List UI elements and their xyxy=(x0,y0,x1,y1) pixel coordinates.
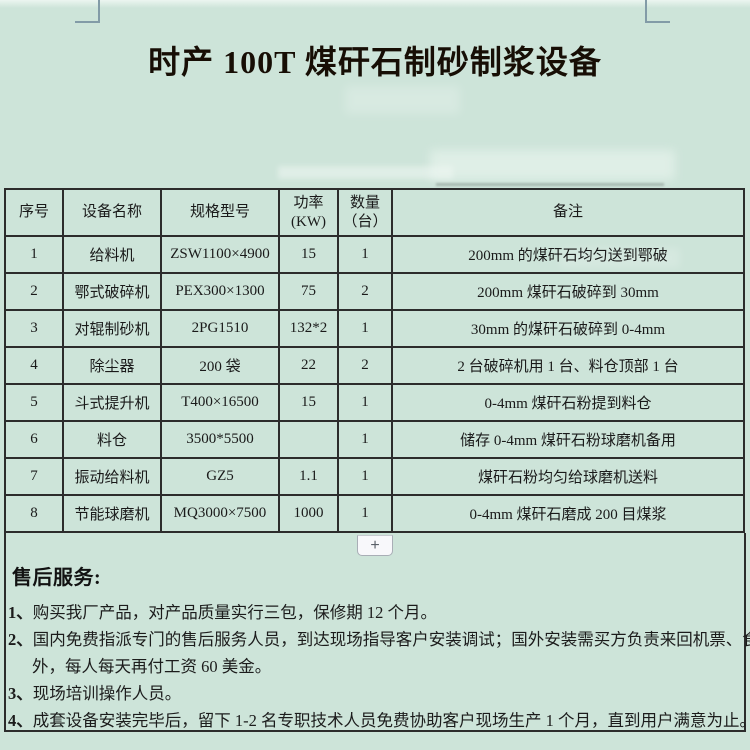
table-cell-name: 给料机 xyxy=(62,235,162,274)
table-cell-no: 3 xyxy=(4,309,64,348)
erased-watermark-smudge xyxy=(430,150,675,180)
service-item-number: 4、 xyxy=(8,710,33,730)
table-row: 6 料仓 3500*5500 1 储存 0-4mm 煤矸石粉球磨机备用 xyxy=(4,420,745,459)
table-cell-no: 1 xyxy=(4,235,64,274)
after-sales-heading: 售后服务: xyxy=(12,567,102,589)
table-cell-remark: 200mm 的煤矸石均匀送到鄂破 xyxy=(391,235,745,274)
after-sales-list: 1、购买我厂产品，对产品质量实行三包，保修期 12 个月。 2、国内免费指派专门… xyxy=(8,600,750,735)
header-power-kw: 功率 (KW) xyxy=(278,188,339,237)
table-cell-power xyxy=(278,420,339,459)
table-cell-remark: 0-4mm 煤矸石粉提到料仓 xyxy=(391,383,745,422)
table-row: 4 除尘器 200 袋 22 2 2 台破碎机用 1 台、料仓顶部 1 台 xyxy=(4,346,745,385)
table-cell-model: 200 袋 xyxy=(160,346,280,385)
service-item-text: 成套设备安装完毕后，留下 1-2 名专职技术人员免费协助客户现场生产 1 个月，… xyxy=(32,710,750,730)
table-cell-qty: 1 xyxy=(337,383,393,422)
service-item-text: 国内免费指派专门的售后服务人员，到达现场指导客户安装调试；国外安装需买方负责来回… xyxy=(32,629,750,649)
table-row: 1 给料机 ZSW1100×4900 15 1 200mm 的煤矸石均匀送到鄂破 xyxy=(4,235,745,274)
table-cell-remark: 2 台破碎机用 1 台、料仓顶部 1 台 xyxy=(391,346,745,385)
table-cell-no: 2 xyxy=(4,272,64,311)
header-remark: 备注 xyxy=(391,188,745,237)
table-row: 7 振动给料机 GZ5 1.1 1 煤矸石粉均匀给球磨机送料 xyxy=(4,457,745,496)
table-cell-name: 料仓 xyxy=(62,420,162,459)
table-cell-qty: 1 xyxy=(337,309,393,348)
table-cell-qty: 1 xyxy=(337,494,393,533)
table-cell-remark: 0-4mm 煤矸石磨成 200 目煤浆 xyxy=(391,494,745,533)
table-row: 3 对辊制砂机 2PG1510 132*2 1 30mm 的煤矸石破碎到 0-4mm xyxy=(4,309,745,348)
header-no: 序号 xyxy=(4,188,64,237)
table-cell-remark: 储存 0-4mm 煤矸石粉球磨机备用 xyxy=(391,420,745,459)
table-cell-remark: 煤矸石粉均匀给球磨机送料 xyxy=(391,457,745,496)
table-cell-model: MQ3000×7500 xyxy=(160,494,280,533)
table-cell-no: 8 xyxy=(4,494,64,533)
table-cell-model: T400×16500 xyxy=(160,383,280,422)
after-sales-box xyxy=(4,533,746,732)
table-cell-qty: 2 xyxy=(337,346,393,385)
table-row: 2 鄂式破碎机 PEX300×1300 75 2 200mm 煤矸石破碎到 30mm xyxy=(4,272,745,311)
service-item-1: 1、购买我厂产品，对产品质量实行三包，保修期 12 个月。 xyxy=(8,600,740,627)
table-cell-model: ZSW1100×4900 xyxy=(160,235,280,274)
table-cell-model: PEX300×1300 xyxy=(160,272,280,311)
page-title: 时产 100T 煤矸石制砂制浆设备 xyxy=(148,44,602,80)
service-item-3: 3、现场培训操作人员。 xyxy=(8,681,740,708)
table-cell-qty: 1 xyxy=(337,420,393,459)
table-cell-remark: 30mm 的煤矸石破碎到 0-4mm xyxy=(391,309,745,348)
erased-watermark-smudge xyxy=(345,86,460,114)
table-cell-no: 7 xyxy=(4,457,64,496)
table-row: 8 节能球磨机 MQ3000×7500 1000 1 0-4mm 煤矸石磨成 200 目煤… xyxy=(4,494,745,533)
table-cell-model: 3500*5500 xyxy=(160,420,280,459)
table-expand-button[interactable]: + xyxy=(357,535,393,556)
table-cell-name: 对辊制砂机 xyxy=(62,309,162,348)
table-cell-no: 5 xyxy=(4,383,64,422)
table-cell-power: 1000 xyxy=(278,494,339,533)
header-equipment-name: 设备名称 xyxy=(62,188,162,237)
table-cell-no: 4 xyxy=(4,346,64,385)
table-cell-qty: 2 xyxy=(337,272,393,311)
equipment-table: 序号 设备名称 规格型号 功率 (KW) 数量 （台） 备注 1 给料机 ZSW11… xyxy=(4,188,745,533)
table-cell-power: 1.1 xyxy=(278,457,339,496)
table-header-row: 序号 设备名称 规格型号 功率 (KW) 数量 （台） 备注 xyxy=(4,188,745,237)
header-model: 规格型号 xyxy=(160,188,280,237)
page-margin-crop-mark-left xyxy=(75,0,100,23)
table-cell-power: 15 xyxy=(278,383,339,422)
table-cell-name: 振动给料机 xyxy=(62,457,162,496)
table-cell-power: 132*2 xyxy=(278,309,339,348)
service-item-number: 1、 xyxy=(8,603,33,622)
table-cell-model: GZ5 xyxy=(160,457,280,496)
table-cell-no: 6 xyxy=(4,420,64,459)
service-item-text: 购买我厂产品，对产品质量实行三包，保修期 12 个月。 xyxy=(32,603,437,622)
table-cell-remark: 200mm 煤矸石破碎到 30mm xyxy=(391,272,745,311)
table-cell-power: 15 xyxy=(278,235,339,274)
erased-watermark-smudge xyxy=(436,183,664,186)
table-row: 5 斗式提升机 T400×16500 15 1 0-4mm 煤矸石粉提到料仓 xyxy=(4,383,745,422)
service-item-number: 3、 xyxy=(8,683,33,703)
service-item-4: 4、成套设备安装完毕后，留下 1-2 名专职技术人员免费协助客户现场生产 1 个… xyxy=(8,708,750,735)
page-margin-crop-mark-right xyxy=(645,0,670,23)
table-cell-model: 2PG1510 xyxy=(160,309,280,348)
table-cell-power: 22 xyxy=(278,346,339,385)
table-cell-name: 斗式提升机 xyxy=(62,383,162,422)
service-item-text: 外，每人每天再付工资 60 美金。 xyxy=(32,656,272,676)
table-cell-name: 节能球磨机 xyxy=(62,494,162,533)
table-cell-qty: 1 xyxy=(337,235,393,274)
table-cell-power: 75 xyxy=(278,272,339,311)
erased-watermark-smudge xyxy=(278,166,453,179)
equipment-table-body: 1 给料机 ZSW1100×4900 15 1 200mm 的煤矸石均匀送到鄂破 2 鄂式破碎… xyxy=(4,235,745,533)
service-item-2-continued: 外，每人每天再付工资 60 美金。 xyxy=(8,654,740,681)
service-item-2: 2、国内免费指派专门的售后服务人员，到达现场指导客户安装调试；国外安装需买方负责… xyxy=(8,627,750,654)
table-cell-name: 除尘器 xyxy=(62,346,162,385)
service-item-number: 2、 xyxy=(8,629,33,649)
table-cell-name: 鄂式破碎机 xyxy=(62,272,162,311)
plus-icon: + xyxy=(370,537,380,554)
service-item-text: 现场培训操作人员。 xyxy=(32,683,182,703)
header-quantity: 数量 （台） xyxy=(337,188,393,237)
page-top-fade xyxy=(0,0,750,8)
table-cell-qty: 1 xyxy=(337,457,393,496)
